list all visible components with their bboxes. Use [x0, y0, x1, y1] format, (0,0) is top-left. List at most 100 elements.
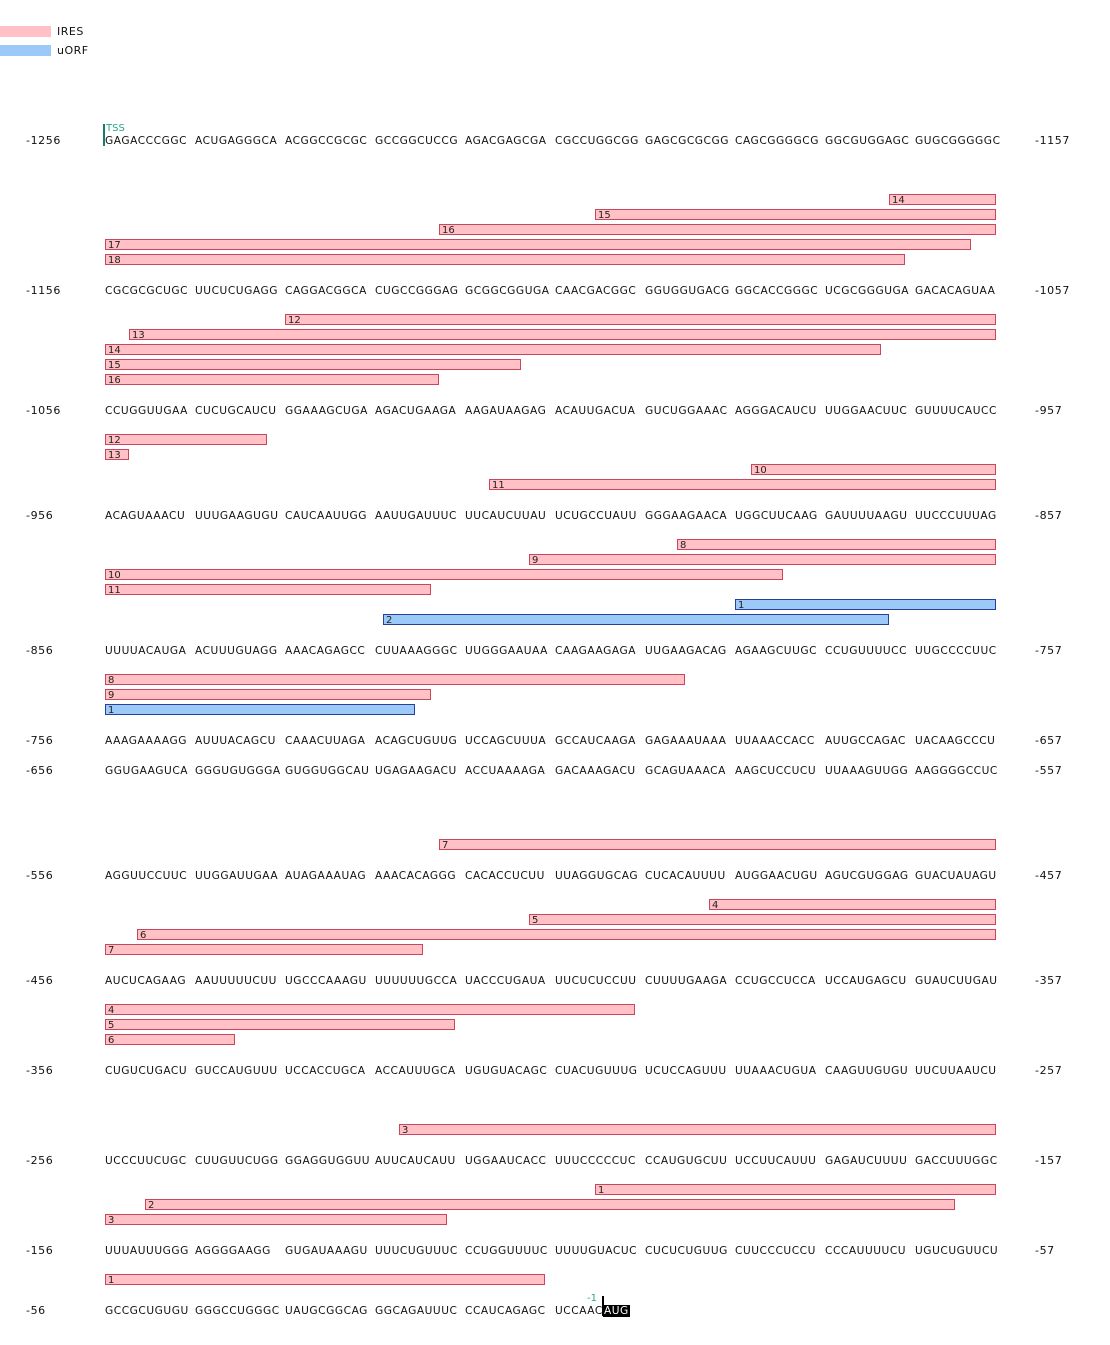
sequence-group: GGCGUGGAGC [825, 135, 910, 147]
sequence-group: ACAUUGACUA [555, 405, 636, 417]
sequence-group: GCCGCUGUGU [105, 1305, 189, 1317]
ires-bar: 3 [105, 1214, 447, 1226]
sequence-group: GGUGAAGUCA [105, 765, 189, 777]
sequence-group: CCUGGUUGAA [105, 405, 188, 417]
row-start-position: -1056 [26, 404, 61, 417]
sequence-group: AAUUUUUCUU [195, 975, 277, 987]
bar-number-label: 8 [108, 675, 115, 686]
sequence-group: GGGAAGAACA [645, 510, 728, 522]
sequence-group: CUCUGCAUCU [195, 405, 277, 417]
ires-bar: 7 [105, 944, 423, 956]
uorf-bar: 1 [105, 704, 415, 716]
sequence-group: GAGACCCGGC [105, 135, 188, 147]
sequence-group: CUCUCUGUUG [645, 1245, 728, 1257]
sequence-group: CUGCCGGGAG [375, 285, 459, 297]
bar-number-label: 17 [108, 240, 121, 251]
legend-label-ires: IRES [57, 25, 84, 38]
ires-bar: 18 [105, 254, 905, 266]
sequence-group: GACACAGUAA [915, 285, 996, 297]
sequence-group: AGACGAGCGA [465, 135, 547, 147]
sequence-group: UUGGAUUGAA [195, 870, 279, 882]
sequence-group: CGCGCGCUGC [105, 285, 189, 297]
sequence-group: UGUGUACAGC [465, 1065, 548, 1077]
sequence-group: GGCACCGGGC [735, 285, 819, 297]
sequence-group: UUGAAGACAG [645, 645, 727, 657]
minus-one-label: -1 [587, 1293, 597, 1304]
sequence-group: UACCCUGAUA [465, 975, 546, 987]
row-end-position: -1157 [1035, 134, 1070, 147]
sequence-group: ACCAUUUGCA [375, 1065, 456, 1077]
sequence-group: CUUUUGAAGA [645, 975, 728, 987]
sequence-group: CUUAAAGGGC [375, 645, 458, 657]
bar-number-label: 7 [442, 840, 449, 851]
bar-number-label: 1 [108, 1275, 115, 1286]
bar-number-label: 6 [108, 1035, 115, 1046]
sequence-group: GGAAAGCUGA [285, 405, 368, 417]
ires-bar: 13 [129, 329, 996, 341]
sequence-group: UGGCUUCAAG [735, 510, 818, 522]
bar-number-label: 6 [140, 930, 147, 941]
sequence-group: UCCAUGAGCU [825, 975, 907, 987]
row-start-position: -256 [26, 1154, 54, 1167]
row-start-position: -356 [26, 1064, 54, 1077]
start-codon: AUG [603, 1305, 630, 1317]
row-end-position: -557 [1035, 764, 1063, 777]
ires-bar: 15 [595, 209, 996, 221]
sequence-group: UUCAUCUUAU [465, 510, 547, 522]
sequence-group: GUUUUCAUCC [915, 405, 997, 417]
sequence-group: CUUCCCUCCU [735, 1245, 816, 1257]
bar-number-label: 8 [680, 540, 687, 551]
sequence-group: AGAAGCUUGC [735, 645, 818, 657]
sequence-group: UUAAACCACC [735, 735, 815, 747]
sequence-group: AUUUACAGCU [195, 735, 276, 747]
ires-bar: 5 [529, 914, 996, 926]
row-start-position: -156 [26, 1244, 54, 1257]
sequence-group: GUGAUAAAGU [285, 1245, 368, 1257]
sequence-group: GACCUUUGGC [915, 1155, 998, 1167]
sequence-group: GAGAUCUUUU [825, 1155, 908, 1167]
row-start-position: -1256 [26, 134, 61, 147]
bar-number-label: 1 [738, 600, 745, 611]
bar-number-label: 10 [108, 570, 121, 581]
sequence-group: CUACUGUUUG [555, 1065, 638, 1077]
ires-bar: 16 [439, 224, 996, 236]
sequence-group: AUUCAUCAUU [375, 1155, 456, 1167]
sequence-group: AAGGGGCCUC [915, 765, 998, 777]
row-end-position: -1057 [1035, 284, 1070, 297]
row-end-position: -57 [1035, 1244, 1055, 1257]
sequence-group: AUAGAAAUAG [285, 870, 367, 882]
sequence-group: UUUUACAUGA [105, 645, 187, 657]
bar-number-label: 4 [108, 1005, 115, 1016]
sequence-group: GUCUGGAAAC [645, 405, 728, 417]
sequence-group: UUUCCCCCUC [555, 1155, 636, 1167]
sequence-group: AUCUCAGAAG [105, 975, 187, 987]
uorf-bar: 1 [735, 599, 996, 611]
bar-number-label: 10 [754, 465, 767, 476]
row-end-position: -457 [1035, 869, 1063, 882]
sequence-group: UUUCUGUUUC [375, 1245, 458, 1257]
sequence-group: AUUGCCAGAC [825, 735, 906, 747]
sequence-group: CGCCUGGCGG [555, 135, 639, 147]
legend-label-uorf: uORF [57, 44, 89, 57]
ires-bar: 6 [105, 1034, 235, 1046]
sequence-group: GGGUGUGGGA [195, 765, 281, 777]
bar-number-label: 9 [108, 690, 115, 701]
bar-number-label: 11 [492, 480, 505, 491]
sequence-group: ACAGUAAACU [105, 510, 186, 522]
bar-number-label: 16 [442, 225, 455, 236]
row-start-position: -556 [26, 869, 54, 882]
sequence-group: GAGAAAUAAA [645, 735, 727, 747]
tss-label: TSS [106, 123, 125, 134]
sequence-group: GUACUAUAGU [915, 870, 997, 882]
sequence-group: GUGCGGGGGC [915, 135, 1001, 147]
bar-number-label: 2 [386, 615, 393, 626]
sequence-group: UUUAUUUGGG [105, 1245, 189, 1257]
ires-bar: 12 [285, 314, 996, 326]
sequence-group: CCUGUUUUCC [825, 645, 908, 657]
sequence-group: AGACUGAAGA [375, 405, 457, 417]
bar-number-label: 14 [108, 345, 121, 356]
bar-number-label: 5 [108, 1020, 115, 1031]
sequence-group: UCCAGCUUUA [465, 735, 547, 747]
ires-bar: 1 [595, 1184, 996, 1196]
ires-bar: 1 [105, 1274, 545, 1286]
